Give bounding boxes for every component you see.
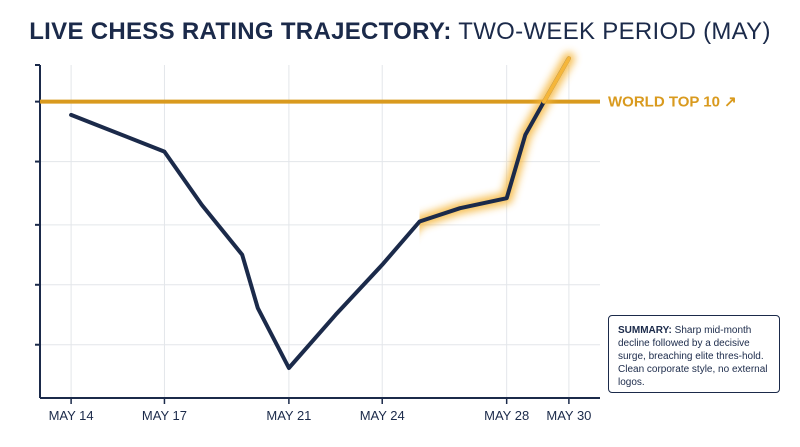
summary-label: SUMMARY: — [618, 325, 672, 336]
chart-title: LIVE CHESS RATING TRAJECTORY: TWO-WEEK P… — [0, 18, 800, 46]
summary-box: SUMMARY: Sharp mid-month decline followe… — [608, 315, 780, 393]
series-final-segment — [542, 56, 571, 104]
threshold-label: WORLD TOP 10 ↗ — [608, 94, 737, 111]
x-tick-label: MAY 17 — [142, 408, 187, 423]
chart-title-light: TWO-WEEK PERIOD (MAY) — [458, 18, 771, 45]
series-glow — [419, 52, 575, 231]
series-line — [69, 56, 571, 370]
x-tick-label: MAY 21 — [266, 408, 311, 423]
x-tick-label: MAY 24 — [360, 408, 405, 423]
x-tick-label: MAY 28 — [484, 408, 529, 423]
summary-text: Sharp mid-month decline followed by a de… — [618, 325, 768, 388]
x-tick-label: MAY 30 — [546, 408, 591, 423]
chart-title-bold: LIVE CHESS RATING TRAJECTORY: — [29, 18, 452, 45]
x-tick-label: MAY 14 — [49, 408, 94, 423]
